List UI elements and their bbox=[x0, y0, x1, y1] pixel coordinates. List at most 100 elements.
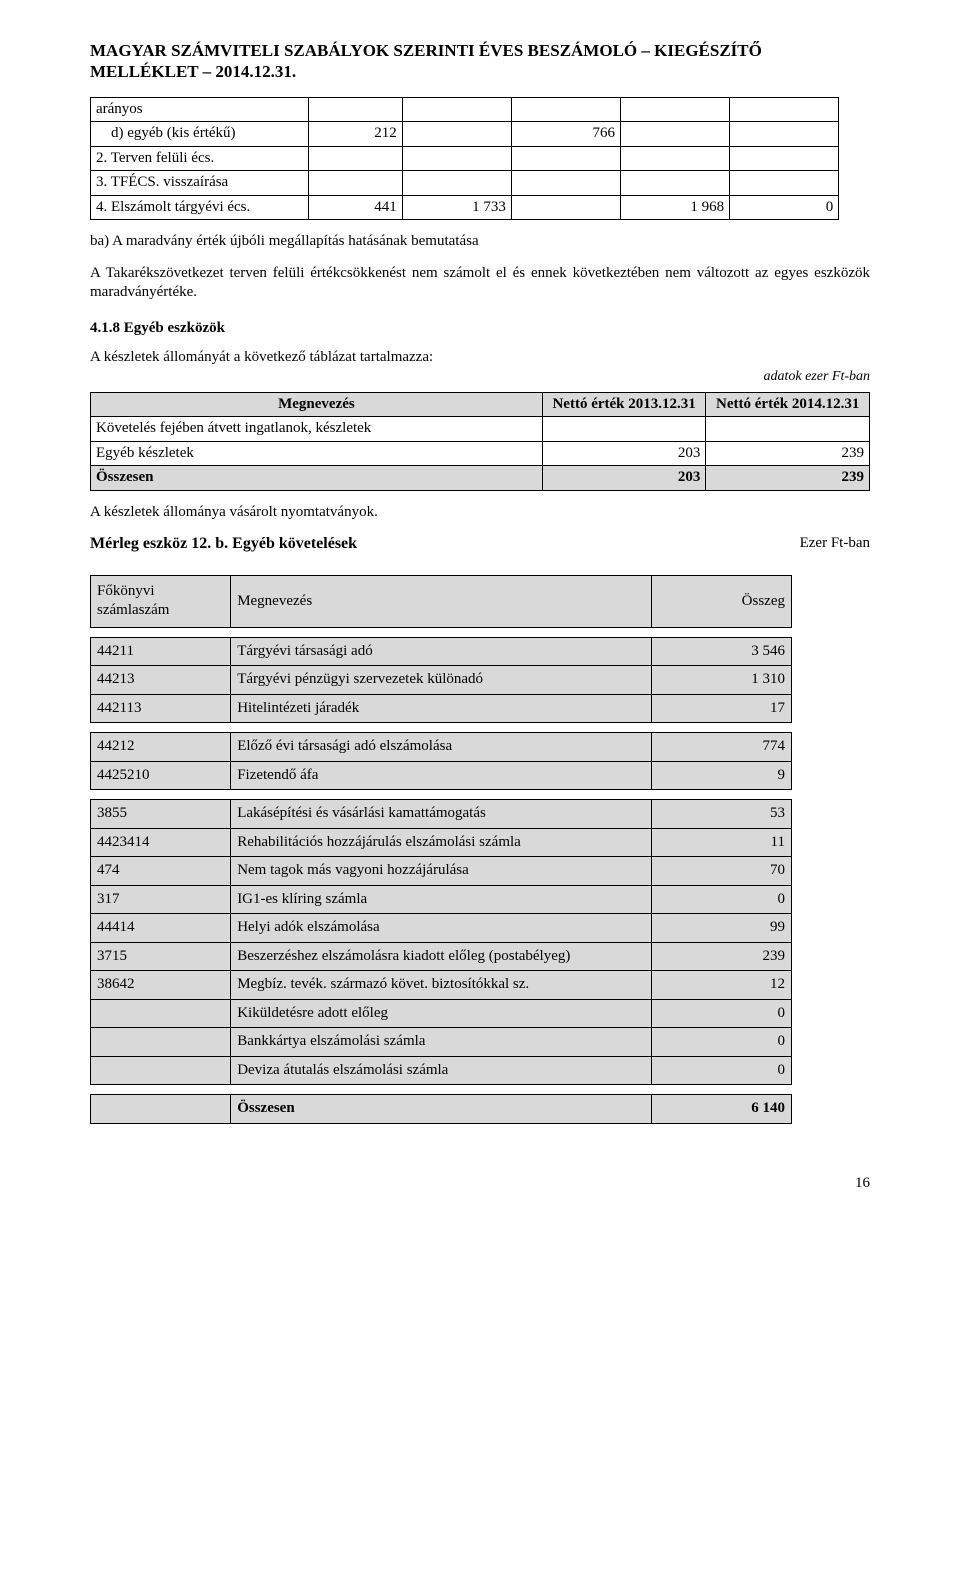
col-header: Megnevezés bbox=[91, 392, 543, 417]
cell-trailer bbox=[839, 146, 870, 171]
inventory-table: Megnevezés Nettó érték 2013.12.31 Nettó … bbox=[90, 392, 870, 491]
cell: Előző évi társasági adó elszámolása bbox=[231, 733, 652, 762]
cell: 6 140 bbox=[651, 1095, 791, 1124]
cell: IG1-es klíring számla bbox=[231, 885, 652, 914]
cell: 44414 bbox=[91, 914, 231, 943]
cell: 1 310 bbox=[651, 666, 791, 695]
cell: 0 bbox=[651, 1028, 791, 1057]
section-418-heading: 4.1.8 Egyéb eszközök bbox=[90, 319, 870, 339]
cell: 3855 bbox=[91, 800, 231, 829]
table-row: 38642Megbíz. tevék. származó követ. bizt… bbox=[91, 971, 792, 1000]
cell: Összesen bbox=[231, 1095, 652, 1124]
cell bbox=[511, 195, 620, 220]
cell bbox=[91, 1028, 231, 1057]
cell: Kiküldetésre adott előleg bbox=[231, 999, 652, 1028]
table-row: 44213 Tárgyévi pénzügyi szervezetek külö… bbox=[91, 666, 792, 695]
cell: 9 bbox=[651, 761, 791, 790]
col-header: Összeg bbox=[651, 575, 791, 627]
table-row: 4423414Rehabilitációs hozzájárulás elszá… bbox=[91, 828, 792, 857]
cell bbox=[542, 417, 706, 442]
cell: Megbíz. tevék. származó követ. biztosító… bbox=[231, 971, 652, 1000]
cell: 441 bbox=[309, 195, 403, 220]
inventory-note: A készletek állománya vásárolt nyomtatvá… bbox=[90, 503, 870, 523]
ba-body: A Takarékszövetkezet terven felüli érték… bbox=[90, 264, 870, 303]
cell bbox=[621, 122, 730, 147]
cell: Fizetendő áfa bbox=[231, 761, 652, 790]
table-row: Bankkártya elszámolási számla0 bbox=[91, 1028, 792, 1057]
cell: 203 bbox=[542, 466, 706, 491]
table-row: arányos bbox=[91, 97, 871, 122]
table-head-row: Megnevezés Nettó érték 2013.12.31 Nettó … bbox=[91, 392, 870, 417]
cell-trailer bbox=[839, 97, 870, 122]
table-row: 3855Lakásépítési és vásárlási kamattámog… bbox=[91, 800, 792, 829]
cell: 0 bbox=[651, 885, 791, 914]
cell: 99 bbox=[651, 914, 791, 943]
cell-label: Egyéb készletek bbox=[91, 441, 543, 466]
cell: Lakásépítési és vásárlási kamattámogatás bbox=[231, 800, 652, 829]
page-number: 16 bbox=[90, 1174, 870, 1194]
cell: 0 bbox=[651, 999, 791, 1028]
cell-trailer bbox=[839, 171, 870, 196]
merleg-unit: Ezer Ft-ban bbox=[800, 534, 870, 555]
cell bbox=[511, 171, 620, 196]
cell bbox=[730, 122, 839, 147]
cell bbox=[730, 146, 839, 171]
page-header-title: MAGYAR SZÁMVITELI SZABÁLYOK SZERINTI ÉVE… bbox=[90, 40, 870, 83]
table-spacer-row bbox=[91, 627, 792, 637]
cell: 1 968 bbox=[621, 195, 730, 220]
cell: 212 bbox=[309, 122, 403, 147]
table-row: Deviza átutalás elszámolási számla0 bbox=[91, 1056, 792, 1085]
table-row: Egyéb készletek 203 239 bbox=[91, 441, 870, 466]
cell-label: 4. Elszámolt tárgyévi écs. bbox=[91, 195, 309, 220]
cell-label: Követelés fejében átvett ingatlanok, kés… bbox=[91, 417, 543, 442]
cell: 1 733 bbox=[402, 195, 511, 220]
cell: Tárgyévi pénzügyi szervezetek különadó bbox=[231, 666, 652, 695]
cell bbox=[309, 171, 403, 196]
cell: 3 546 bbox=[651, 637, 791, 666]
table-row: 3715Beszerzéshez elszámolásra kiadott el… bbox=[91, 942, 792, 971]
cell-label: 2. Terven felüli écs. bbox=[91, 146, 309, 171]
cell bbox=[402, 97, 511, 122]
cell: Deviza átutalás elszámolási számla bbox=[231, 1056, 652, 1085]
cell: 44213 bbox=[91, 666, 231, 695]
cell-trailer bbox=[839, 122, 870, 147]
table-row: 317IG1-es klíring számla0 bbox=[91, 885, 792, 914]
cell: 11 bbox=[651, 828, 791, 857]
cell: Hitelintézeti járadék bbox=[231, 694, 652, 723]
cell bbox=[621, 97, 730, 122]
table-spacer-row bbox=[91, 723, 792, 733]
cell: 4423414 bbox=[91, 828, 231, 857]
cell bbox=[402, 146, 511, 171]
table-row: 474Nem tagok más vagyoni hozzájárulása70 bbox=[91, 857, 792, 886]
table-head-row: Főkönyvi számlaszám Megnevezés Összeg bbox=[91, 575, 792, 627]
cell: 317 bbox=[91, 885, 231, 914]
cell: Nem tagok más vagyoni hozzájárulása bbox=[231, 857, 652, 886]
cell: 0 bbox=[651, 1056, 791, 1085]
cell bbox=[402, 171, 511, 196]
table-row: 3. TFÉCS. visszaírása bbox=[91, 171, 871, 196]
cell: 0 bbox=[730, 195, 839, 220]
ba-heading: ba) A maradvány érték újbóli megállapítá… bbox=[90, 232, 870, 252]
table-row: 2. Terven felüli écs. bbox=[91, 146, 871, 171]
table-row: 4. Elszámolt tárgyévi écs. 441 1 733 1 9… bbox=[91, 195, 871, 220]
cell bbox=[309, 146, 403, 171]
cell-label: arányos bbox=[91, 97, 309, 122]
cell bbox=[511, 97, 620, 122]
cell: 474 bbox=[91, 857, 231, 886]
table-row: 4425210 Fizetendő áfa 9 bbox=[91, 761, 792, 790]
cell: Bankkártya elszámolási számla bbox=[231, 1028, 652, 1057]
col-header: Nettó érték 2014.12.31 bbox=[706, 392, 870, 417]
cell-label: Összesen bbox=[91, 466, 543, 491]
cell: Beszerzéshez elszámolásra kiadott előleg… bbox=[231, 942, 652, 971]
table-total-row: Összesen 203 239 bbox=[91, 466, 870, 491]
cell-label: 3. TFÉCS. visszaírása bbox=[91, 171, 309, 196]
col-header: Nettó érték 2013.12.31 bbox=[542, 392, 706, 417]
table-total-row: Összesen 6 140 bbox=[91, 1095, 792, 1124]
cell bbox=[706, 417, 870, 442]
cell-trailer bbox=[839, 195, 870, 220]
table-1: arányos d) egyéb (kis értékű) 212 766 2.… bbox=[90, 97, 870, 221]
cell: 17 bbox=[651, 694, 791, 723]
table-spacer-row bbox=[91, 790, 792, 800]
cell: 44211 bbox=[91, 637, 231, 666]
cell: Rehabilitációs hozzájárulás elszámolási … bbox=[231, 828, 652, 857]
